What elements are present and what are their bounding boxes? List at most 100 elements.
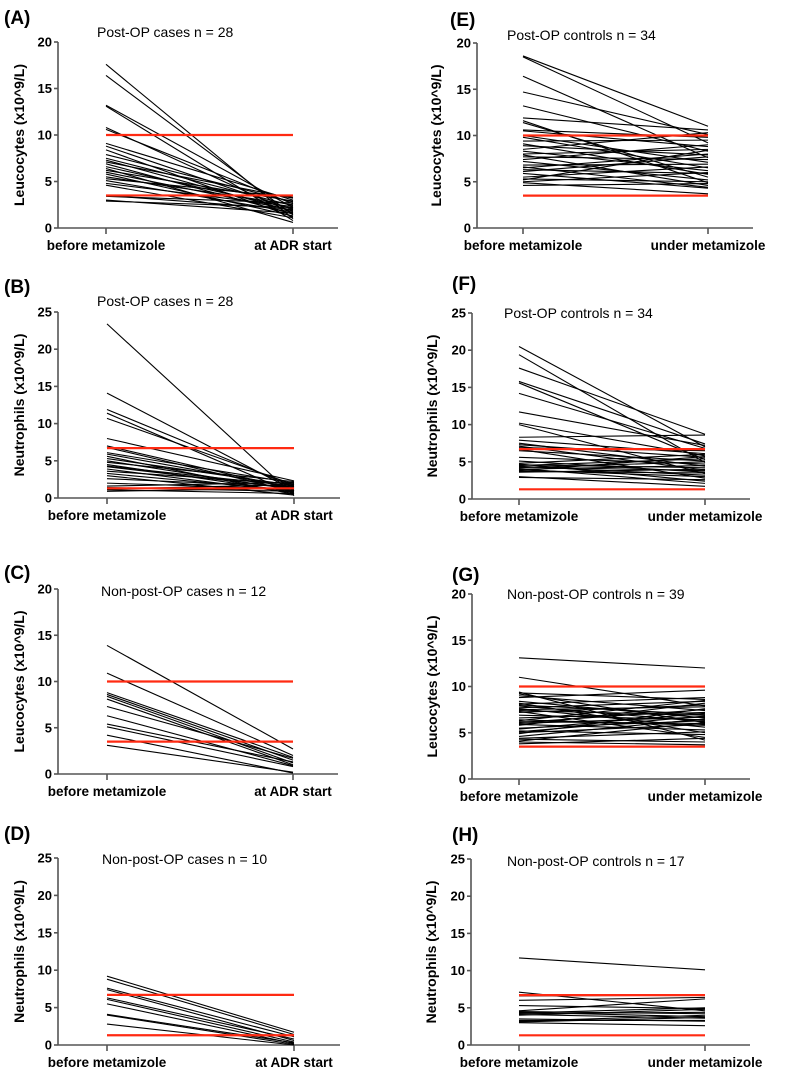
subject-line (106, 323, 295, 497)
y-tick-label: 15 (38, 628, 52, 643)
y-tick-label: 25 (452, 306, 466, 321)
y-tick-label: 25 (38, 305, 52, 320)
subject-line (106, 723, 294, 763)
subject-line (105, 142, 294, 201)
subject-line (518, 998, 706, 1012)
x-category-label: under metamizole (648, 1055, 763, 1070)
panel-title: Non-post-OP controls n = 17 (507, 853, 685, 869)
subject-line (106, 997, 295, 1040)
subject-line (106, 470, 295, 485)
subject-line (518, 464, 706, 469)
panel-h: (H) Non-post-OP controls n = 17 0 5 10 15 20 25… (423, 825, 763, 1070)
y-tick-label: 5 (45, 720, 52, 735)
subject-line (518, 469, 706, 478)
subject-line (106, 705, 294, 759)
panel-label: (G) (452, 565, 479, 586)
y-tick-label: 20 (38, 888, 52, 903)
x-category-label: before metamizole (460, 509, 579, 524)
subject-line (106, 987, 295, 1038)
subject-line (106, 481, 295, 487)
subject-line (518, 699, 706, 722)
y-tick-label: 25 (451, 852, 465, 867)
panel-title: Post-OP controls n = 34 (504, 305, 653, 321)
x-category-label: under metamizole (651, 238, 766, 253)
subject-line (522, 183, 709, 186)
series-group (106, 644, 294, 774)
subject-line (105, 184, 294, 219)
y-tick-label: 5 (459, 454, 466, 469)
y-tick-label: 20 (38, 35, 52, 50)
subject-line (518, 737, 706, 745)
subject-line (105, 195, 294, 204)
subject-line (522, 56, 709, 144)
y-tick-label: 10 (38, 128, 52, 143)
subject-line (518, 708, 706, 735)
x-category-label: before metamizole (47, 238, 166, 253)
y-tick-label: 15 (38, 379, 52, 394)
subject-line (106, 644, 294, 750)
y-tick-label: 15 (451, 926, 465, 941)
y-tick-label: 20 (451, 889, 465, 904)
subject-line (518, 1005, 706, 1010)
y-tick-label: 5 (45, 1000, 52, 1015)
y-axis-title: Neutrophils (x10^9/L) (423, 881, 439, 1024)
panel-label: (B) (4, 277, 30, 298)
y-tick-label: 0 (45, 221, 52, 236)
y-axis-title: Leucocytes (x10^9/L) (11, 64, 27, 206)
panel-title: Post-OP cases n = 28 (97, 293, 234, 309)
y-tick-label: 25 (38, 851, 52, 866)
panel-label: (A) (4, 8, 30, 29)
y-tick-label: 0 (459, 492, 466, 507)
y-tick-label: 10 (451, 963, 465, 978)
series-group (106, 323, 295, 497)
subject-line (518, 689, 706, 699)
subject-line (518, 345, 706, 448)
subject-line (522, 55, 709, 127)
y-axis-title: Neutrophils (x10^9/L) (11, 880, 27, 1023)
subject-line (518, 695, 706, 712)
y-tick-label: 20 (457, 36, 471, 51)
y-tick-label: 10 (38, 963, 52, 978)
subject-line (105, 157, 294, 207)
subject-line (522, 145, 709, 156)
subject-line (518, 453, 706, 464)
subject-line (518, 700, 706, 709)
subject-line (518, 996, 706, 1001)
subject-line (518, 411, 706, 446)
subject-line (522, 153, 709, 169)
subject-line (518, 434, 706, 438)
panel-d: (D) Non-post-OP cases n = 10 0 5 10 15 20 25 Neu… (4, 824, 340, 1070)
x-category-label: under metamizole (648, 789, 763, 804)
subject-line (105, 163, 294, 215)
subject-line (518, 676, 706, 707)
y-tick-label: 10 (38, 416, 52, 431)
subject-line (518, 657, 706, 669)
y-tick-label: 5 (45, 453, 52, 468)
subject-line (106, 692, 294, 758)
subject-line (518, 439, 706, 455)
subject-line (522, 182, 709, 195)
x-category-label: before metamizole (48, 1055, 167, 1070)
x-category-label: under metamizole (648, 509, 763, 524)
subject-line (518, 722, 706, 742)
subject-line (105, 128, 294, 205)
y-tick-label: 5 (45, 174, 52, 189)
subject-line (106, 412, 295, 495)
subject-line (106, 695, 294, 764)
subject-line (106, 446, 295, 492)
subject-line (518, 697, 706, 705)
subject-line (522, 130, 709, 148)
y-tick-label: 20 (38, 342, 52, 357)
subject-line (518, 461, 706, 469)
subject-line (105, 63, 294, 220)
panel-label: (D) (4, 824, 30, 845)
y-tick-label: 0 (458, 1038, 465, 1053)
subject-line (518, 718, 706, 737)
subject-line (518, 731, 706, 739)
x-category-label: at ADR start (254, 784, 332, 799)
subject-line (106, 1013, 295, 1044)
y-axis-title: Neutrophils (x10^9/L) (11, 334, 27, 477)
y-tick-label: 15 (452, 380, 466, 395)
subject-line (518, 702, 706, 726)
subject-line (518, 456, 706, 472)
